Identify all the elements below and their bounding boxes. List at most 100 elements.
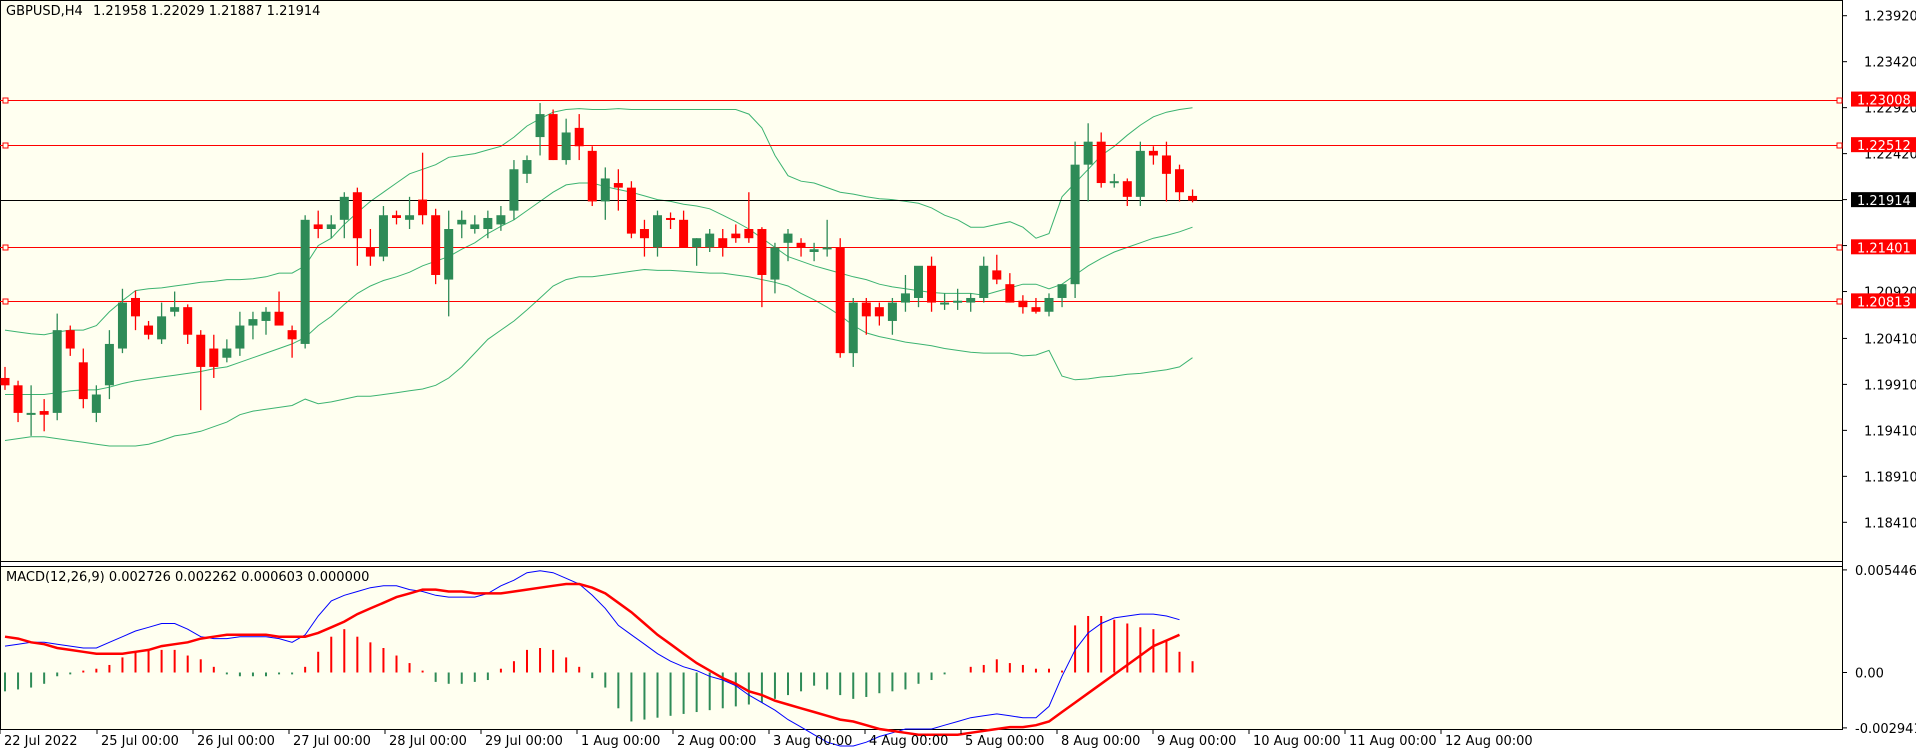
candle-body [692, 238, 702, 248]
candle [1109, 173, 1119, 188]
price-axis: 1.239201.234201.229201.224201.219201.214… [1842, 10, 1916, 531]
level-price-tag [1851, 137, 1916, 153]
price-tick-label: 1.19410 [1864, 424, 1916, 439]
candle-body [1161, 155, 1171, 174]
candle [65, 325, 75, 356]
macd-tick-label: 0.00 [1855, 666, 1884, 681]
candle-body [1018, 300, 1028, 308]
candle [1005, 273, 1015, 303]
macd-indicator-label: MACD(12,26,9) 0.002726 0.002262 0.000603… [6, 570, 369, 585]
candle-body [0, 377, 10, 386]
candle-body [900, 293, 910, 303]
candle [587, 146, 597, 207]
level-handle-right-0[interactable] [1836, 97, 1843, 104]
candle [287, 325, 297, 358]
candle [1044, 293, 1054, 317]
candle-body [822, 247, 832, 250]
candle [535, 103, 545, 156]
candle [235, 311, 245, 356]
chart-symbol-label: GBPUSD,H4 [6, 4, 83, 19]
level-handle-left-0[interactable] [2, 97, 9, 104]
candle [757, 227, 767, 308]
level-handle-left-2[interactable] [2, 244, 9, 251]
price-tick-label: 1.23420 [1864, 56, 1916, 71]
candle-body [170, 307, 180, 312]
candle-body [1031, 307, 1041, 312]
candle [744, 192, 754, 243]
candle [848, 297, 858, 367]
candle-body [914, 265, 923, 298]
candle-body [52, 330, 62, 413]
bollinger-middle-line [5, 182, 1193, 395]
candle-body [196, 334, 206, 367]
candle [1018, 295, 1028, 314]
candle-body [600, 178, 610, 202]
time-axis: 22 Jul 2022 25 Jul 00:00 26 Jul 00:00 27 Ju… [0, 730, 1533, 748]
time-tick-label: 4 Aug 00:00 [869, 734, 948, 748]
candle-body [783, 233, 793, 243]
macd-series [4, 570, 1194, 747]
horizontal-levels[interactable] [0, 97, 1843, 305]
candle [822, 219, 832, 257]
time-tick-label: 29 Jul 00:00 [485, 734, 563, 748]
candle-body [887, 302, 897, 321]
candle [992, 254, 1002, 285]
candle-body [992, 270, 1002, 280]
candle-body [809, 249, 819, 252]
candle-body [144, 325, 154, 335]
level-handle-right-1[interactable] [1836, 142, 1843, 149]
level-price-tag [1851, 91, 1916, 107]
candle [1122, 178, 1132, 207]
candle [326, 215, 336, 239]
macd-tick-label: 0.005446 [1855, 564, 1916, 579]
time-tick-label: 28 Jul 00:00 [389, 734, 467, 748]
level-price-tag-label: 1.23008 [1857, 94, 1911, 109]
level-handle-left-1[interactable] [2, 142, 9, 149]
candle [1135, 141, 1145, 207]
candle-body [78, 362, 88, 400]
candle [613, 169, 623, 211]
candle-body [470, 224, 480, 230]
time-tick-label: 10 Aug 00:00 [1253, 734, 1341, 748]
candle [78, 348, 88, 409]
candle-body [522, 160, 532, 174]
bollinger-lower-line [4, 268, 1193, 447]
candle [248, 311, 258, 340]
candle [144, 320, 154, 340]
candle-body [104, 343, 114, 386]
macd-panel[interactable] [0, 566, 1842, 729]
candle-body [666, 217, 676, 220]
candle [940, 293, 950, 310]
candle [13, 380, 23, 423]
candle-body [757, 229, 767, 275]
level-price-tag-label: 1.22512 [1857, 139, 1911, 154]
candle-body [235, 325, 245, 349]
candle-body [39, 411, 49, 415]
candle-body [1005, 284, 1015, 303]
level-price-tag-label: 1.21401 [1857, 241, 1911, 256]
candle [209, 334, 219, 378]
level-handle-right-3[interactable] [1836, 298, 1843, 305]
candle-body [483, 217, 493, 230]
candle [783, 229, 793, 262]
candle-body [509, 169, 519, 211]
candle-body [861, 302, 871, 317]
candle-body [222, 348, 232, 358]
candle-body [287, 330, 297, 340]
macd-tick-label: -0.002941 [1855, 722, 1916, 737]
time-tick-label: 2 Aug 00:00 [677, 734, 756, 748]
candle [157, 302, 167, 344]
candle [365, 229, 375, 266]
candle [470, 215, 480, 234]
candle [91, 385, 101, 423]
candle [418, 152, 428, 225]
candle-body [1175, 169, 1184, 193]
candle [39, 399, 49, 432]
level-handle-right-2[interactable] [1836, 244, 1843, 251]
candle [574, 114, 584, 161]
level-handle-left-3[interactable] [2, 298, 9, 305]
level-price-tag [1851, 293, 1916, 309]
candle [352, 187, 362, 266]
candle-body [874, 307, 884, 317]
